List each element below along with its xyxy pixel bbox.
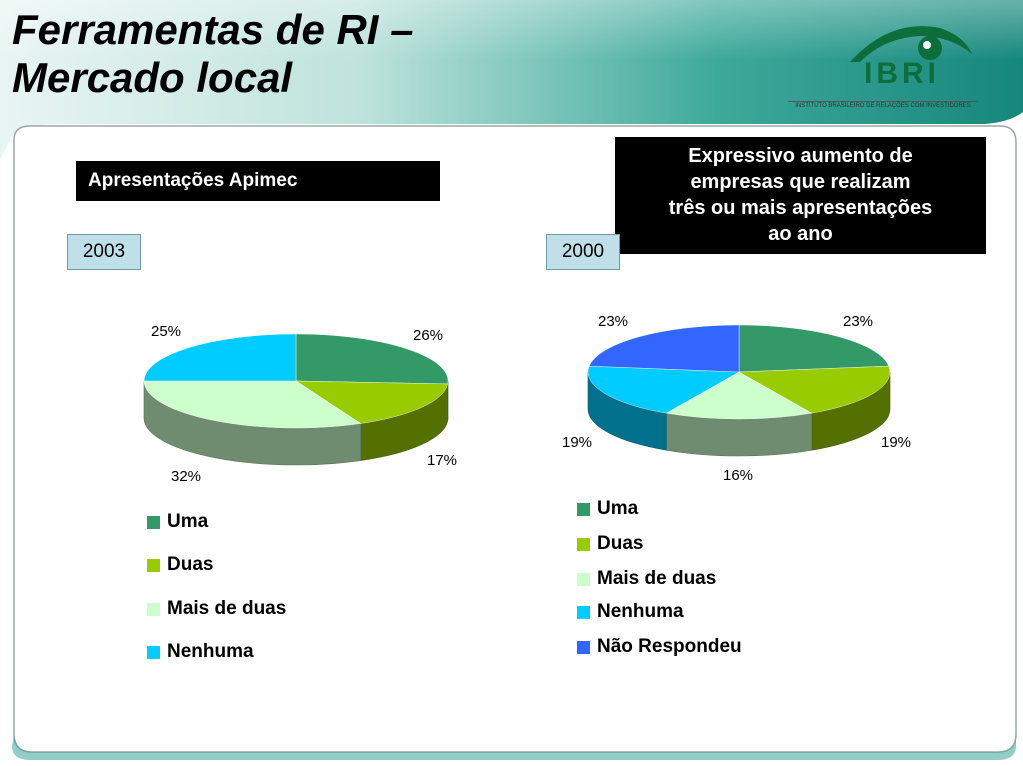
legend-swatch: [577, 573, 590, 586]
data-label: 23%: [843, 313, 874, 330]
data-label: 25%: [151, 323, 182, 340]
legend-label: Nenhuma: [167, 641, 254, 662]
ibri-logo: IBRI INSTITUTO BRASILEIRO DE RELAÇÕES CO…: [780, 14, 980, 114]
legend-2003: Uma Duas Mais de duas Nenhuma: [147, 511, 367, 671]
legend-2000: Uma Duas Mais de duas Nenhuma Não Respon…: [577, 498, 817, 668]
data-label: 19%: [881, 434, 912, 451]
pie-slice-side: [665, 412, 813, 457]
pie-slice: [587, 365, 740, 414]
legend-swatch: [147, 603, 160, 616]
eye-logo-icon: [850, 26, 972, 62]
pie-slice: [143, 380, 362, 429]
pie-slice: [738, 324, 890, 373]
data-label: 26%: [413, 327, 444, 344]
logo-wordmark: IBRI: [864, 57, 940, 90]
data-label: 23%: [598, 313, 629, 330]
legend-label: Uma: [167, 511, 209, 532]
callout-line: Expressivo aumento de: [688, 145, 913, 167]
callout-line: três ou mais apresentações: [668, 197, 933, 219]
callout-line: ao ano: [768, 223, 833, 245]
chart-title-2000: 2000: [546, 234, 620, 270]
slide-title-line-1: Ferramentas de RI –: [12, 6, 414, 53]
pie-chart-2003: [143, 333, 449, 466]
legend-label: Mais de duas: [597, 568, 717, 589]
legend-label: Mais de duas: [167, 598, 287, 619]
pie-slice: [295, 333, 449, 385]
legend-swatch: [577, 606, 590, 619]
pie-slice: [588, 324, 740, 373]
legend-swatch: [577, 641, 590, 654]
legend-label: Uma: [597, 498, 639, 519]
pie-chart-2000: [587, 324, 891, 457]
slide-title-line-2: Mercado local: [12, 54, 293, 101]
callout-box: Expressivo aumento de empresas que reali…: [615, 137, 986, 254]
section-heading: Apresentações Apimec: [76, 161, 440, 201]
pie-slice: [295, 380, 448, 424]
logo-subtitle: INSTITUTO BRASILEIRO DE RELAÇÕES COM INV…: [788, 101, 978, 110]
callout-line: empresas que realizam: [690, 171, 911, 193]
pie-slice: [665, 371, 813, 420]
data-label: 32%: [171, 468, 202, 485]
legend-swatch: [147, 516, 160, 529]
legend-label: Duas: [597, 533, 644, 554]
pie-slice: [143, 333, 297, 382]
legend-swatch: [577, 538, 590, 551]
data-label: 17%: [427, 452, 458, 469]
legend-label: Duas: [167, 554, 214, 575]
legend-label: Nenhuma: [597, 601, 684, 622]
pie-slice: [738, 365, 891, 414]
legend-swatch: [147, 559, 160, 572]
data-label: 16%: [723, 467, 754, 484]
data-label: 19%: [562, 434, 593, 451]
legend-swatch: [577, 503, 590, 516]
legend-label: Não Respondeu: [597, 636, 742, 657]
legend-swatch: [147, 646, 160, 659]
chart-title-2003: 2003: [67, 234, 141, 270]
